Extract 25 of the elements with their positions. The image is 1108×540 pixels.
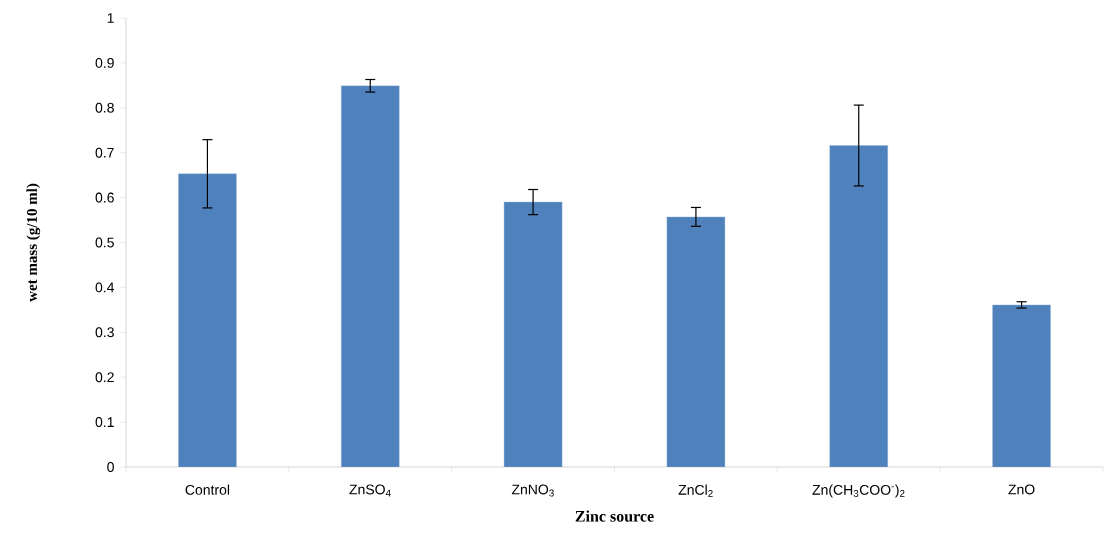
x-tick-label: ZnNO$_{3}$ [511,484,554,497]
y-tick-label: 0.4 [95,282,115,293]
y-tick-label: 0.5 [95,237,114,248]
y-tick-label: 0.6 [95,192,114,203]
x-tick-label: ZnSO$_{4}$ [349,484,391,497]
x-axis-title: Zinc source [575,510,654,522]
y-tick-label: 1 [107,13,114,23]
bar [666,216,726,467]
y-tick-label: 0 [107,462,114,472]
y-tick-label: 0.2 [95,372,114,383]
bar [992,304,1051,467]
y-tick-label: 0.9 [95,57,114,68]
bar [829,145,888,467]
bar [341,85,400,467]
bar [178,173,237,467]
y-tick-label: 0.8 [95,102,114,113]
y-tick-label: 0.3 [95,327,114,338]
x-tick-label: Zn(CH$_{3}$COO$^{-}$)$_{2}$ [812,484,905,498]
x-tick-label: ZnO [1008,484,1035,495]
x-tick-label: ZnCl$_{2}$ [678,484,713,497]
y-axis-title: wet mass (g/10 ml) [26,183,41,302]
y-tick-label: 0.7 [95,147,114,158]
x-tick-label: Control [185,484,230,495]
bar [503,201,563,467]
y-tick-label: 0.1 [95,417,114,428]
